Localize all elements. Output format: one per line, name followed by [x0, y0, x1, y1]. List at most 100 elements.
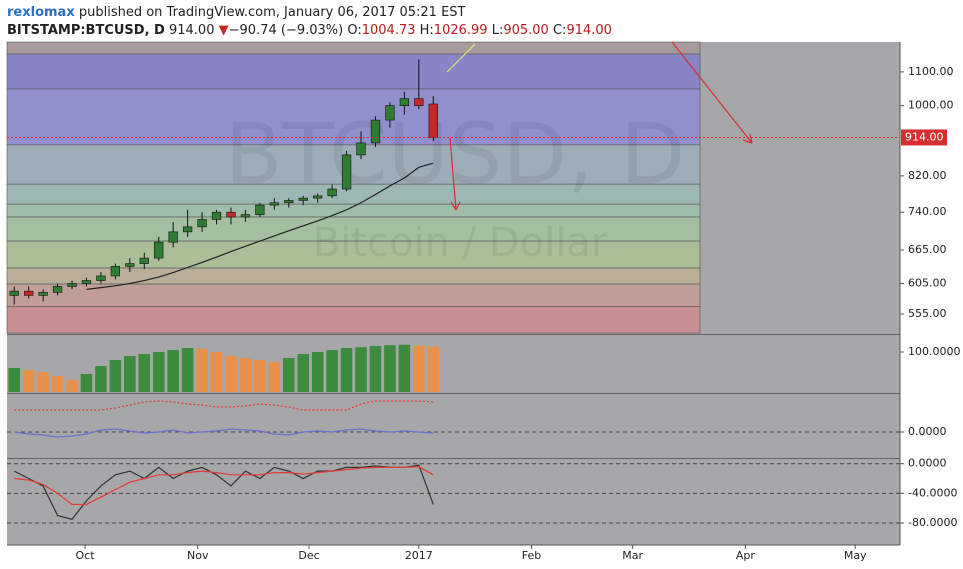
fib-zone [6, 283, 701, 307]
candle-body [197, 219, 207, 228]
y-tick-label: -40.0000 [908, 486, 957, 499]
y-tick-label: 1100.00 [908, 65, 954, 78]
fib-zone [6, 306, 701, 334]
candle-body [284, 200, 294, 204]
histogram-bar [384, 345, 396, 392]
histogram-bar [239, 358, 252, 392]
y-tick-label: -80.0000 [908, 516, 957, 529]
candle-body [182, 226, 193, 233]
indicator-line [14, 428, 434, 438]
histogram-bar [340, 348, 353, 392]
candle-body [356, 142, 366, 156]
header-line: rexlomax published on TradingView.com, J… [7, 5, 466, 20]
histogram-bar [37, 372, 49, 392]
candle-body [240, 214, 251, 218]
candle-body [125, 263, 135, 267]
y-tick-label: 665.00 [908, 243, 947, 256]
last-price: 914.00 [169, 23, 215, 38]
histogram-bar [22, 370, 35, 392]
histogram-bar [8, 368, 21, 392]
candle-body [211, 211, 222, 220]
candle-body [96, 275, 106, 281]
candle-body [370, 119, 381, 144]
x-tick-label: May [844, 549, 867, 562]
histogram-bar [282, 358, 295, 392]
symbol: BITSTAMP:BTCUSD, D [7, 23, 165, 38]
ohlc-label: L: [492, 23, 504, 38]
candle-body [414, 98, 424, 106]
x-tick-label: Dec [298, 549, 319, 562]
ohlc-value: 1004.73 [362, 23, 416, 38]
histogram-bar [124, 356, 136, 392]
candle-body [327, 188, 337, 197]
candle-body [168, 231, 178, 243]
x-tick-label: 2017 [405, 549, 433, 562]
change-arrow: ▼ [219, 23, 229, 38]
candle-body [67, 283, 77, 287]
fib-zone [6, 88, 701, 146]
candle-body [9, 290, 19, 296]
y-tick-label: 0.0000 [908, 425, 947, 438]
histogram-bar [80, 374, 93, 392]
published: published on TradingView.com, January 06… [75, 5, 466, 20]
trend-line [446, 43, 476, 73]
moving-average [86, 162, 434, 290]
histogram-bar [167, 350, 179, 392]
y-tick-label: 555.00 [908, 307, 947, 320]
indicator-line [14, 466, 434, 506]
candle-body [298, 197, 308, 201]
price-label: 914.00 [905, 130, 944, 143]
candle-body [385, 105, 395, 121]
y-tick-label: 0.0000 [908, 457, 947, 470]
fib-zone [6, 216, 701, 242]
candle-body [154, 241, 164, 259]
ohlc-label: C: [553, 23, 566, 38]
histogram-bar [369, 346, 382, 392]
ohlc-label: O: [347, 23, 361, 38]
histogram-bar [254, 360, 266, 392]
histogram-bar [152, 352, 165, 392]
change: −90.74 (−9.03%) [229, 23, 344, 38]
arrow-head [742, 133, 753, 144]
y-tick-label: 605.00 [908, 276, 947, 289]
fib-zone [6, 41, 701, 55]
ohlc-value: 1026.99 [434, 23, 488, 38]
histogram-bar [51, 376, 64, 392]
trend-arrow [671, 41, 753, 144]
candle-body [428, 103, 438, 138]
arrow-head [450, 201, 461, 211]
candle-body [139, 257, 149, 264]
candle-body [24, 290, 34, 296]
histogram-bar [326, 350, 338, 392]
y-tick-label: 100.0000 [908, 345, 961, 358]
candle-body [110, 266, 121, 277]
histogram-bar [181, 348, 194, 392]
histogram-bar [268, 362, 281, 392]
fib-zone [6, 144, 701, 185]
histogram-bar [297, 354, 310, 392]
drawings [446, 41, 753, 211]
candle-body [52, 286, 63, 293]
histogram-bar [311, 352, 324, 392]
y-tick-label: 820.00 [908, 169, 947, 182]
ohlc-value: 905.00 [503, 23, 549, 38]
symbol-line: BITSTAMP:BTCUSD, D 914.00 ▼−90.74 (−9.03… [7, 23, 612, 38]
x-tick-label: Nov [187, 549, 209, 562]
y-tick-label: 1000.00 [908, 99, 954, 112]
fib-zone [6, 53, 701, 90]
author[interactable]: rexlomax [7, 5, 75, 20]
candle-body [269, 202, 279, 206]
x-tick-label: Apr [736, 549, 756, 562]
watermark: BTCUSD, D [225, 105, 685, 203]
candle-body [341, 154, 352, 190]
candle-body [81, 280, 92, 284]
indicator-line [14, 400, 434, 411]
histogram-bar [196, 348, 208, 392]
plot: BTCUSD, D Bitcoin / Dollar Oct Nov Dec 2017 Fe… [6, 41, 961, 562]
histogram-bar [225, 356, 237, 392]
y-tick-label: 740.00 [908, 205, 947, 218]
x-tick-label: Oct [76, 549, 96, 562]
histogram-bar [210, 352, 223, 392]
histogram-bar [398, 344, 411, 392]
